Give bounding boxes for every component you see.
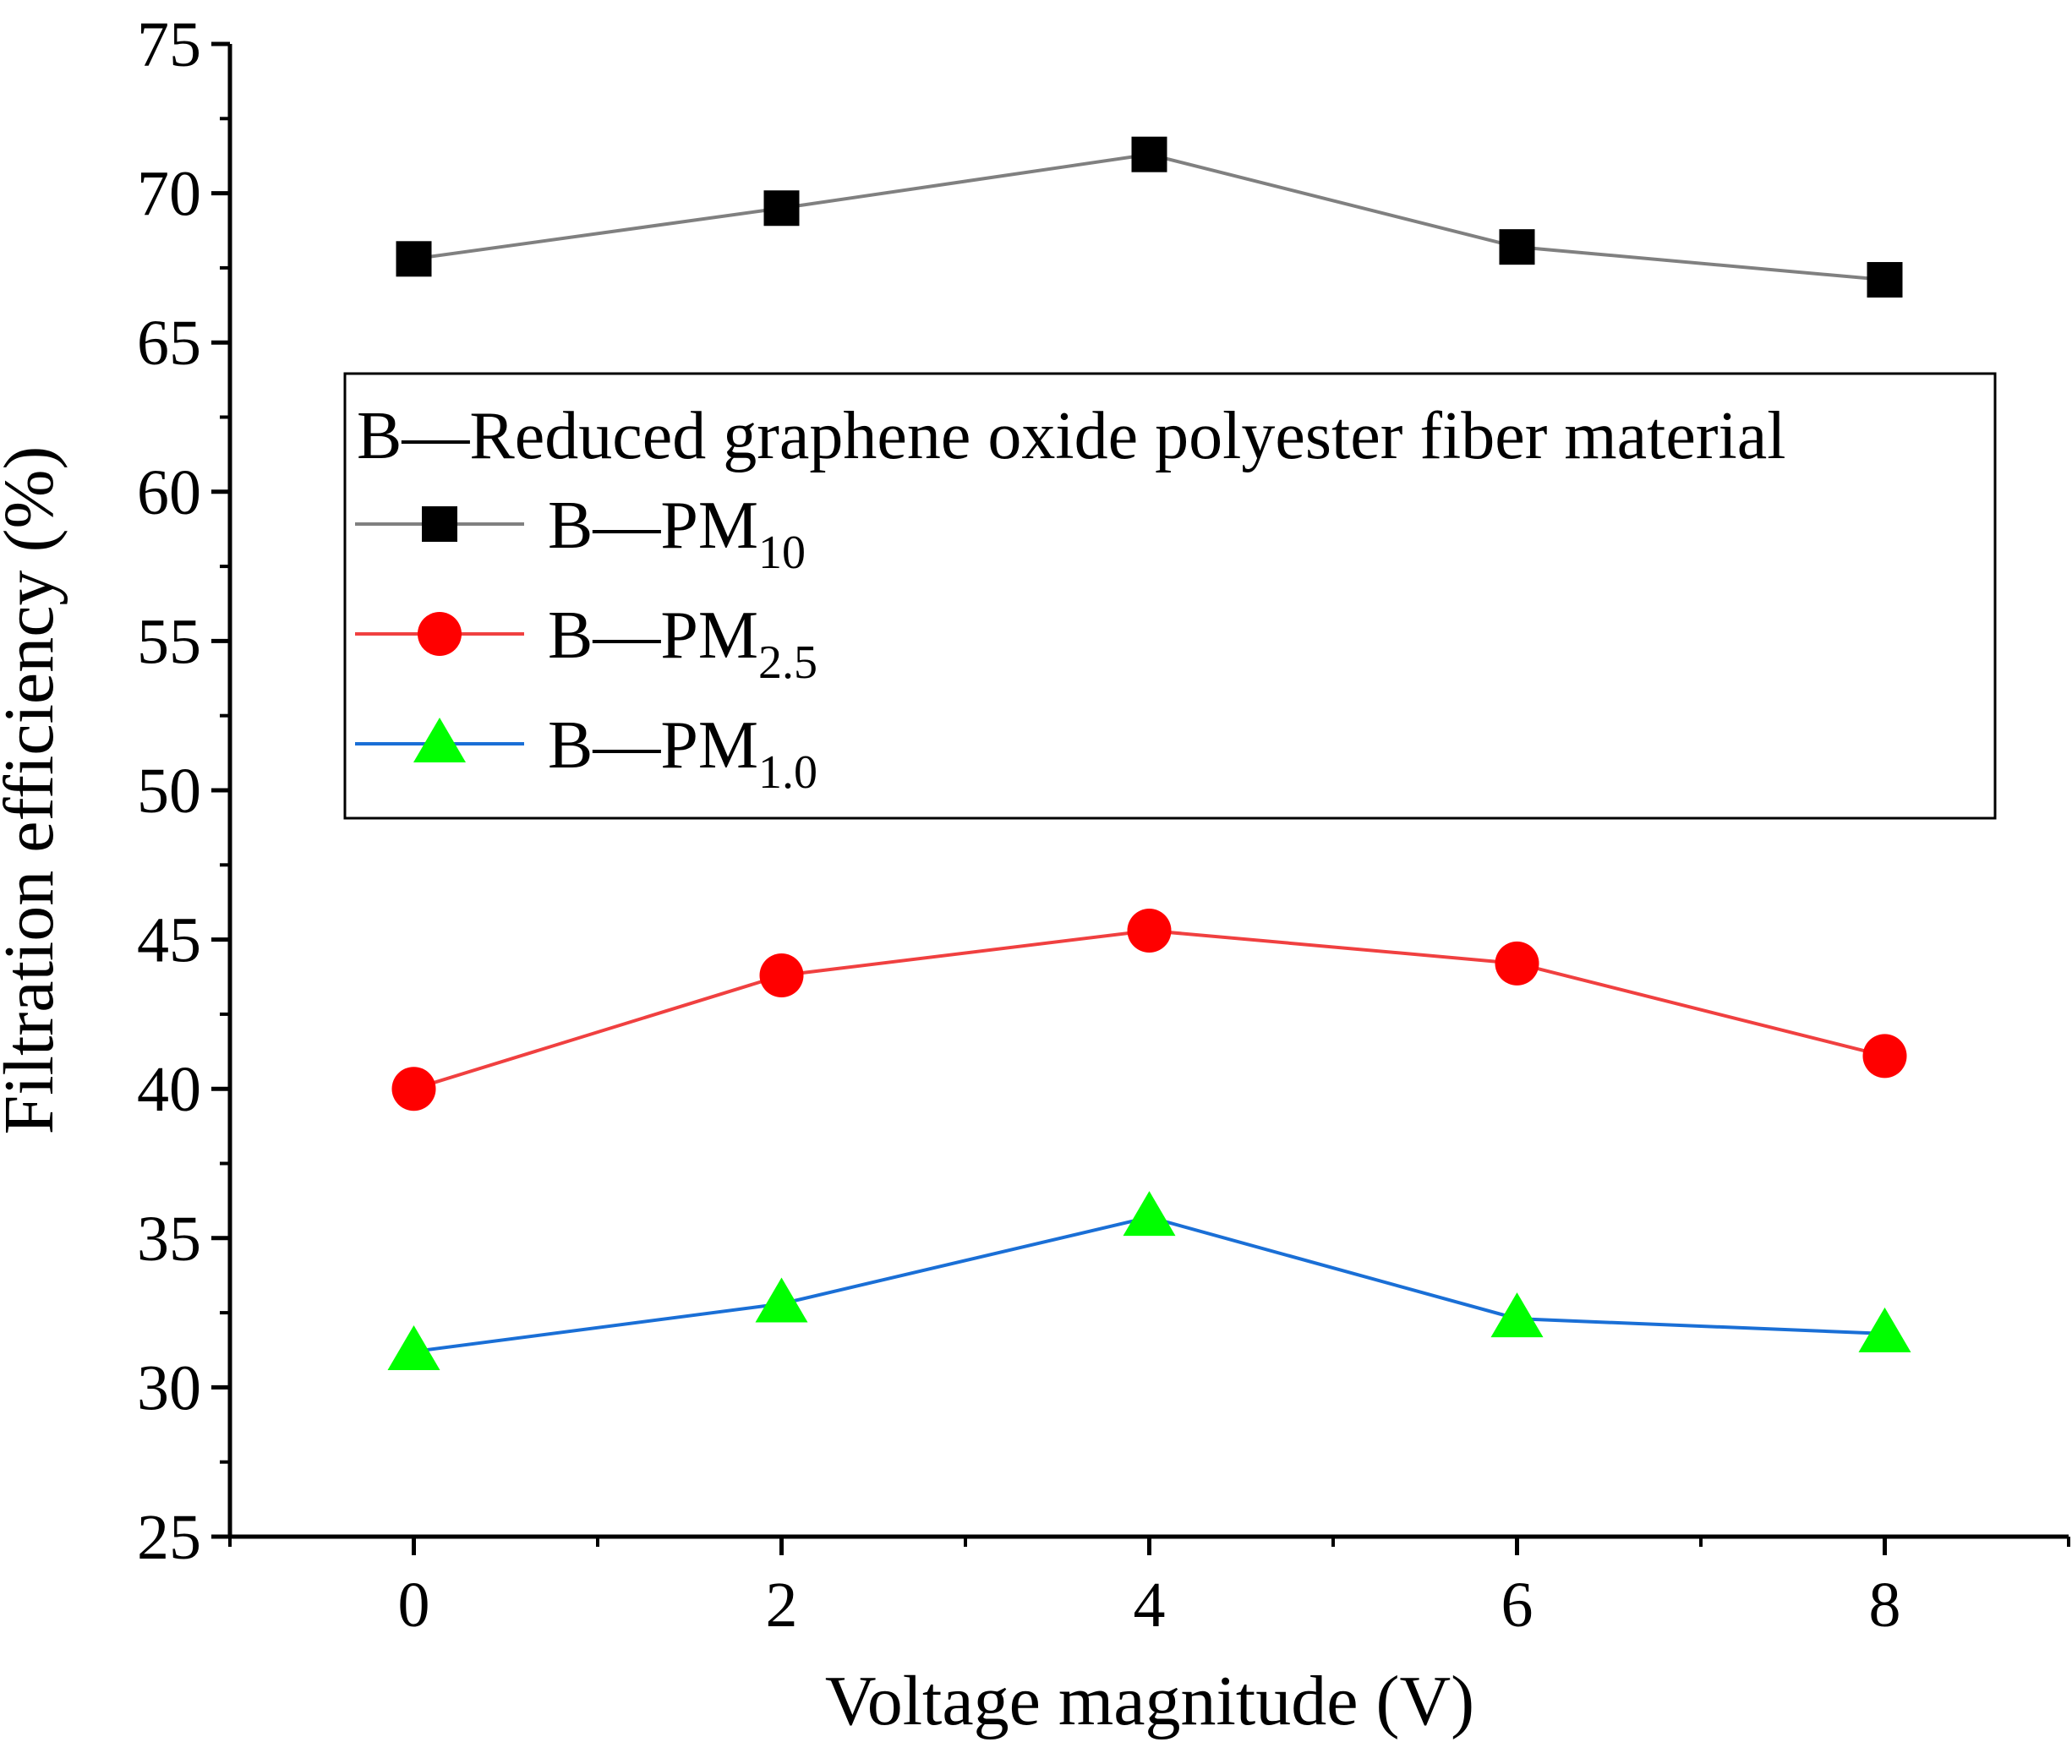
legend-entries: B—PM10 B—PM2.5 B—PM1.0 [355,489,817,799]
legend-label: B—PM2.5 [548,598,817,689]
y-tick-label: 75 [137,9,201,80]
x-tick-label: 0 [398,1570,430,1641]
series-triangle [387,1191,1911,1371]
y-tick-label: 40 [137,1054,201,1125]
y-tick-label: 35 [137,1204,201,1275]
x-tick-label: 6 [1501,1570,1533,1641]
y-ticks: 25 30 35 40 45 50 55 60 65 70 75 [137,9,230,1573]
y-tick-label: 50 [137,756,201,827]
data-point-circle [1862,1034,1907,1079]
series-line [413,152,1885,282]
data-point-triangle [1490,1292,1544,1338]
legend-label: B—PM10 [548,489,806,579]
y-tick-label: 65 [137,308,201,379]
data-point-triangle [1858,1307,1911,1352]
x-axis-label: Voltage magnitude (V) [825,1662,1474,1740]
series-line [413,928,1885,1091]
data-point-square [1499,229,1535,265]
data-point-circle [1127,909,1172,953]
data-point-square [763,190,800,227]
legend-marker-triangle [413,718,466,762]
legend-marker-square [422,506,457,542]
series-line [413,1215,1885,1353]
data-point-square [1131,136,1167,172]
x-tick-label: 4 [1134,1570,1166,1641]
data-point-circle [1495,941,1539,986]
y-tick-label: 55 [137,606,201,677]
y-tick-label: 30 [137,1352,201,1423]
data-point-square [396,241,432,277]
x-tick-label: 2 [766,1570,798,1641]
y-tick-label: 70 [137,159,201,230]
legend-box [343,372,1997,820]
series-circle [391,909,1907,1111]
data-point-circle [759,953,804,997]
legend-label: B—PM1.0 [548,708,817,799]
y-tick-label: 60 [137,457,201,528]
legend-title: B—Reduced graphene oxide polyester fiber… [357,399,1785,473]
legend-marker-circle [418,612,462,656]
x-tick-label: 8 [1869,1570,1901,1641]
y-tick-label: 25 [137,1502,201,1573]
data-point-triangle [755,1277,808,1323]
legend-entry: B—PM2.5 [355,598,817,689]
legend: B—Reduced graphene oxide polyester fiber… [343,372,1997,820]
series-layer [387,136,1911,1371]
y-tick-label: 45 [137,905,201,976]
data-point-square [1867,262,1903,298]
legend-entry: B—PM10 [355,489,806,579]
axes: 25 30 35 40 45 50 55 60 65 70 75 0 2 4 6 8 [137,9,2070,1641]
series-square [396,136,1903,298]
y-axis-label: Filtration efficiency (%) [0,446,68,1135]
data-point-triangle [1123,1191,1176,1237]
legend-entry: B—PM1.0 [355,708,817,799]
data-point-triangle [387,1325,440,1371]
data-point-circle [391,1067,436,1111]
x-ticks: 0 2 4 6 8 [228,1537,2070,1641]
